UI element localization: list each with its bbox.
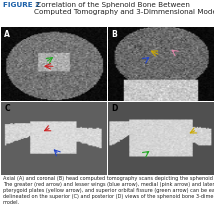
Text: D: D bbox=[111, 104, 117, 113]
Text: C: C bbox=[4, 104, 10, 113]
Text: B: B bbox=[111, 30, 117, 39]
Text: Correlation of the Sphenoid Bone Between
Computed Tomography and 3-Dimmensional : Correlation of the Sphenoid Bone Between… bbox=[34, 2, 214, 15]
Text: Axial (A) and coronal (B) head computed tomography scans depicting the sphenoid : Axial (A) and coronal (B) head computed … bbox=[3, 176, 214, 205]
Text: FIGURE 2: FIGURE 2 bbox=[3, 2, 40, 8]
Text: A: A bbox=[4, 30, 10, 39]
